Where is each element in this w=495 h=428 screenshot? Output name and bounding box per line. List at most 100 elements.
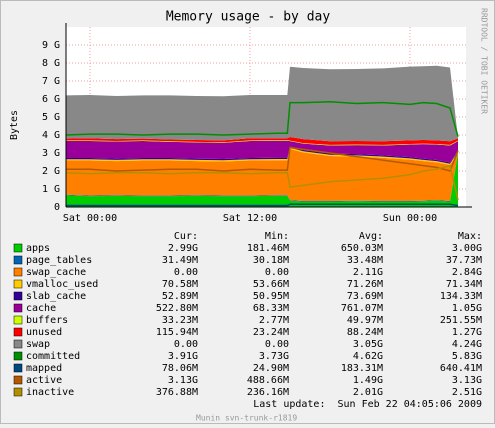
legend-swatch [13, 363, 23, 373]
legend-swatch [13, 255, 23, 265]
legend-label: slab_cache [26, 291, 86, 302]
x-tick-label: Sun 00:00 [383, 213, 437, 224]
legend-label: cache [26, 303, 56, 314]
legend-value: 1.05G [452, 303, 482, 314]
legend-value: 88.24M [347, 327, 383, 338]
y-tick-label: 6 G [42, 94, 60, 105]
last-update: Last update: Sun Feb 22 04:05:06 2009 [253, 399, 482, 410]
legend-value: 31.49M [162, 255, 198, 266]
legend-value: 37.73M [446, 255, 482, 266]
axes: 0 1 G 2 G 3 G 4 G 5 G 6 G 7 G 8 G 9 G Sat 00:00 Sat… [42, 23, 472, 224]
legend-swatch [13, 351, 23, 361]
legend-value: 71.26M [347, 279, 383, 290]
legend-header: Cur: [174, 231, 198, 242]
area [66, 65, 458, 142]
legend-swatch [13, 327, 23, 337]
legend-value: 181.46M [247, 243, 289, 254]
legend-value: 73.69M [347, 291, 383, 302]
legend-value: 3.91G [168, 351, 198, 362]
legend-label: swap [26, 339, 50, 350]
legend-value: 2.84G [452, 267, 482, 278]
legend-value: 53.66M [253, 279, 289, 290]
legend-value: 488.66M [247, 375, 289, 386]
y-axis-label: Bytes [9, 110, 20, 140]
legend-swatch [13, 315, 23, 325]
side-label: RRDTOOL / TOBI OETIKER [480, 8, 489, 114]
legend-value: 3.13G [452, 375, 482, 386]
legend-value: 50.95M [253, 291, 289, 302]
legend-value: 33.23M [162, 315, 198, 326]
legend-value: 2.77M [259, 315, 289, 326]
y-tick-label: 1 G [42, 184, 60, 195]
legend-value: 650.03M [341, 243, 383, 254]
legend-value: 236.16M [247, 387, 289, 398]
legend-swatch [13, 339, 23, 349]
legend-value: 2.01G [353, 387, 383, 398]
legend-value: 3.05G [353, 339, 383, 350]
legend-label: inactive [26, 387, 74, 398]
legend-value: 1.27G [452, 327, 482, 338]
legend-value: 183.31M [341, 363, 383, 374]
legend-header: Min: [265, 231, 289, 242]
legend-value: 70.58M [162, 279, 198, 290]
legend-header: Max: [458, 231, 482, 242]
legend-label: page_tables [26, 255, 92, 266]
area [66, 140, 458, 146]
legend-value: 4.24G [452, 339, 482, 350]
footer: Munin svn-trunk-r1819 [196, 414, 297, 423]
legend-value: 761.07M [341, 303, 383, 314]
y-tick-label: 4 G [42, 130, 60, 141]
legend-value: 1.49G [353, 375, 383, 386]
legend-swatch [13, 387, 23, 397]
legend-value: 4.62G [353, 351, 383, 362]
legend-swatch [13, 303, 23, 313]
legend-value: 49.97M [347, 315, 383, 326]
legend-label: committed [26, 351, 80, 362]
legend-value: 33.48M [347, 255, 383, 266]
legend-value: 52.89M [162, 291, 198, 302]
line [66, 203, 459, 207]
line [66, 146, 459, 172]
legend-value: 2.11G [353, 267, 383, 278]
legend-value: 115.94M [156, 327, 198, 338]
y-tick-label: 7 G [42, 76, 60, 87]
legend-swatch [13, 375, 23, 385]
legend-value: 2.51G [452, 387, 482, 398]
legend-value: 0.00 [265, 339, 289, 350]
chart-title: Memory usage - by day [166, 10, 331, 25]
area [66, 140, 458, 163]
legend-value: 23.24M [253, 327, 289, 338]
legend-value: 134.33M [440, 291, 482, 302]
legend-value: 3.13G [168, 375, 198, 386]
y-tick-label: 9 G [42, 40, 60, 51]
x-tick-label: Sat 12:00 [223, 213, 277, 224]
legend-label: apps [26, 243, 50, 254]
legend-value: 78.06M [162, 363, 198, 374]
y-tick-label: 5 G [42, 112, 60, 123]
legend-value: 24.90M [253, 363, 289, 374]
legend-value: 3.73G [259, 351, 289, 362]
line [65, 164, 459, 201]
legend-value: 5.83G [452, 351, 482, 362]
legend-header: Avg: [359, 231, 383, 242]
legend-value: 251.55M [440, 315, 482, 326]
legend-value: 3.00G [452, 243, 482, 254]
legend-label: active [26, 375, 62, 386]
y-tick-label: 3 G [42, 148, 60, 159]
legend-value: 522.80M [156, 303, 198, 314]
legend-label: mapped [26, 363, 62, 374]
y-tick-label: 8 G [42, 58, 60, 69]
legend-value: 376.88M [156, 387, 198, 398]
legend-label: unused [26, 327, 62, 338]
legend-swatch [13, 243, 23, 253]
lines [65, 100, 459, 207]
y-tick-label: 0 [54, 202, 60, 213]
area [66, 153, 458, 207]
legend: Cur: Min: Avg: Max:apps 2.99G 181.46M 650.03M 3… [13, 231, 482, 398]
areas [66, 65, 458, 207]
area [66, 149, 458, 202]
legend-value: 30.18M [253, 255, 289, 266]
legend-swatch [13, 291, 23, 301]
x-tick-label: Sat 00:00 [63, 213, 117, 224]
